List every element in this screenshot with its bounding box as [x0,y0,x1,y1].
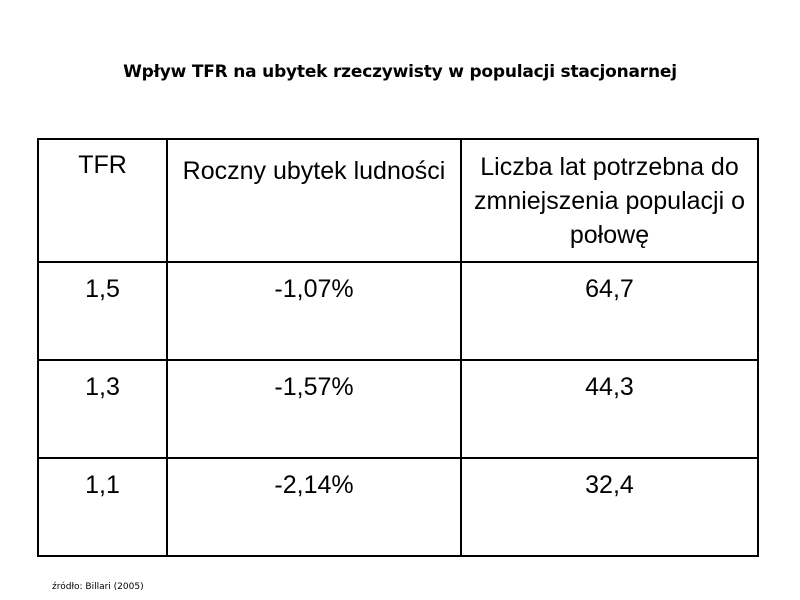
cell-tfr: 1,1 [37,457,168,557]
cell-tfr: 1,3 [37,359,168,459]
data-table: TFR Roczny ubytek ludności Liczba lat po… [37,138,759,557]
table-row: 1,1 -2,14% 32,4 [37,457,759,557]
header-annual-decline: Roczny ubytek ludności [166,138,462,263]
cell-annual-decline: -1,57% [166,359,462,459]
cell-annual-decline: -1,07% [166,261,462,361]
table-header-row: TFR Roczny ubytek ludności Liczba lat po… [37,138,759,263]
source-note: źródło: Billari (2005) [52,582,144,592]
header-years-to-halve: Liczba lat potrzebna do zmniejszenia pop… [460,138,759,263]
cell-annual-decline: -2,14% [166,457,462,557]
cell-years-to-halve: 44,3 [460,359,759,459]
table-row: 1,3 -1,57% 44,3 [37,359,759,459]
table-row: 1,5 -1,07% 64,7 [37,261,759,361]
cell-tfr: 1,5 [37,261,168,361]
header-tfr: TFR [37,138,168,263]
cell-years-to-halve: 64,7 [460,261,759,361]
page-title: Wpływ TFR na ubytek rzeczywisty w popula… [123,62,677,82]
cell-years-to-halve: 32,4 [460,457,759,557]
